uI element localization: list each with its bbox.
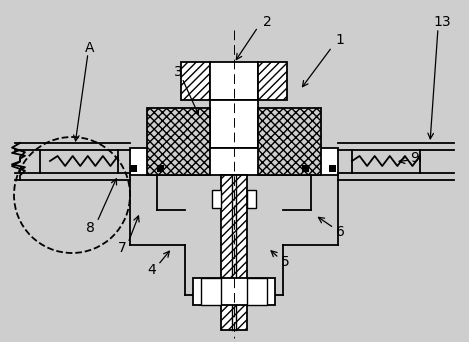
Bar xyxy=(210,62,258,100)
Bar xyxy=(130,165,137,172)
Text: 4: 4 xyxy=(148,263,156,277)
Bar xyxy=(247,190,256,208)
Text: 8: 8 xyxy=(85,221,94,235)
Bar xyxy=(247,278,267,305)
Bar xyxy=(212,190,221,208)
Bar xyxy=(181,62,210,100)
Text: A: A xyxy=(85,41,95,55)
Bar xyxy=(193,278,275,305)
Text: 13: 13 xyxy=(433,15,451,29)
Text: 5: 5 xyxy=(280,255,289,269)
Bar xyxy=(201,278,221,305)
Bar xyxy=(329,165,336,172)
Bar xyxy=(258,62,287,100)
Text: 1: 1 xyxy=(335,33,344,47)
Bar xyxy=(258,108,321,175)
Bar xyxy=(210,100,258,148)
Text: 7: 7 xyxy=(118,241,126,255)
Bar xyxy=(147,108,210,175)
Bar xyxy=(157,165,164,172)
Bar xyxy=(130,148,338,175)
Bar xyxy=(181,62,210,100)
Text: 2: 2 xyxy=(263,15,272,29)
Bar xyxy=(258,62,287,100)
Bar xyxy=(302,165,309,172)
Text: 9: 9 xyxy=(410,151,419,165)
Bar xyxy=(221,175,247,330)
Text: 6: 6 xyxy=(335,225,344,239)
Text: 3: 3 xyxy=(174,65,182,79)
